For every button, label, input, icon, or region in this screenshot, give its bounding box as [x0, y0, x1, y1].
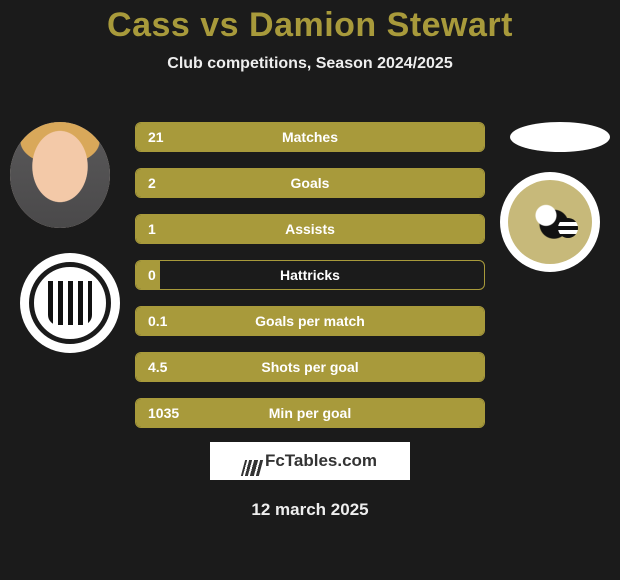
- stat-row: 1 Assists: [135, 214, 485, 244]
- stats-container: 21 Matches 2 Goals 1 Assists 0 Hattricks 0.1 Goal…: [135, 122, 485, 444]
- stat-value-left: 0.1: [148, 313, 167, 329]
- comparison-title: Cass vs Damion Stewart: [0, 0, 620, 45]
- stat-row: 0 Hattricks: [135, 260, 485, 290]
- stat-value-left: 21: [148, 129, 164, 145]
- crest-ring: [29, 262, 111, 344]
- stat-row: 2 Goals: [135, 168, 485, 198]
- club-crest-left: [20, 253, 120, 353]
- stat-value-left: 2: [148, 175, 156, 191]
- stat-label: Min per goal: [269, 405, 351, 421]
- crest-ball-icon: [558, 218, 578, 238]
- stat-label: Hattricks: [280, 267, 340, 283]
- stat-row: 21 Matches: [135, 122, 485, 152]
- stat-label: Matches: [282, 129, 338, 145]
- stat-label: Shots per goal: [261, 359, 358, 375]
- stat-label: Goals: [291, 175, 330, 191]
- player-left-photo: [10, 122, 110, 228]
- stat-row: 4.5 Shots per goal: [135, 352, 485, 382]
- logo-bars-icon: [241, 460, 263, 476]
- logo-text: FcTables.com: [265, 451, 377, 471]
- stat-value-left: 1: [148, 221, 156, 237]
- stat-value-left: 1035: [148, 405, 179, 421]
- crest-bird-icon: [530, 200, 570, 244]
- stat-value-left: 4.5: [148, 359, 167, 375]
- stat-label: Assists: [285, 221, 335, 237]
- comparison-date: 12 march 2025: [251, 500, 368, 520]
- comparison-subtitle: Club competitions, Season 2024/2025: [0, 55, 620, 73]
- player-right-photo: [510, 122, 610, 152]
- fctables-logo: FcTables.com: [210, 442, 410, 480]
- stat-row: 0.1 Goals per match: [135, 306, 485, 336]
- crest-inner: [508, 180, 592, 264]
- stat-label: Goals per match: [255, 313, 365, 329]
- crest-stripes-icon: [48, 281, 92, 325]
- stat-value-left: 0: [148, 267, 156, 283]
- club-crest-right: [500, 172, 600, 272]
- player-face-placeholder: [10, 122, 110, 228]
- stat-row: 1035 Min per goal: [135, 398, 485, 428]
